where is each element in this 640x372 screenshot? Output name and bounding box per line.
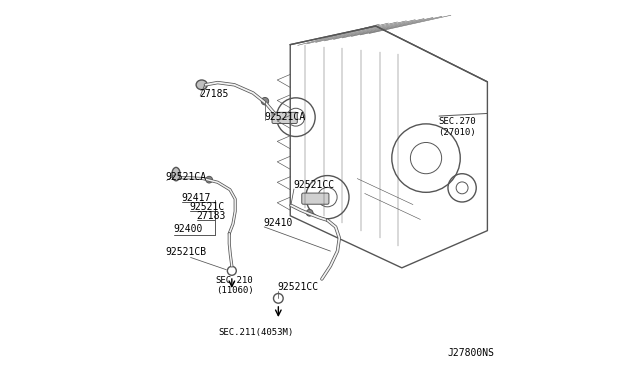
Text: 92521CC: 92521CC: [293, 180, 334, 190]
Circle shape: [261, 97, 269, 105]
Text: SEC.210
(11060): SEC.210 (11060): [216, 276, 253, 295]
Text: 92521CA: 92521CA: [264, 112, 305, 122]
Circle shape: [306, 209, 313, 216]
Text: J27800NS: J27800NS: [447, 348, 494, 358]
Text: 92417: 92417: [182, 193, 211, 203]
FancyBboxPatch shape: [302, 193, 329, 204]
Text: 27183: 27183: [196, 211, 226, 221]
Ellipse shape: [196, 80, 207, 90]
Text: SEC.211(4053M): SEC.211(4053M): [219, 328, 294, 337]
Text: 92521CA: 92521CA: [166, 172, 207, 182]
Circle shape: [206, 176, 212, 183]
Text: 27185: 27185: [199, 89, 228, 99]
FancyBboxPatch shape: [272, 112, 298, 124]
Text: 92400: 92400: [173, 224, 202, 234]
Text: 92521C: 92521C: [189, 202, 224, 212]
Text: 92521CC: 92521CC: [277, 282, 318, 292]
Text: SEC.270
(27010): SEC.270 (27010): [438, 117, 476, 137]
Ellipse shape: [172, 167, 180, 181]
Text: 92410: 92410: [264, 218, 293, 228]
Text: 92521CB: 92521CB: [166, 247, 207, 257]
